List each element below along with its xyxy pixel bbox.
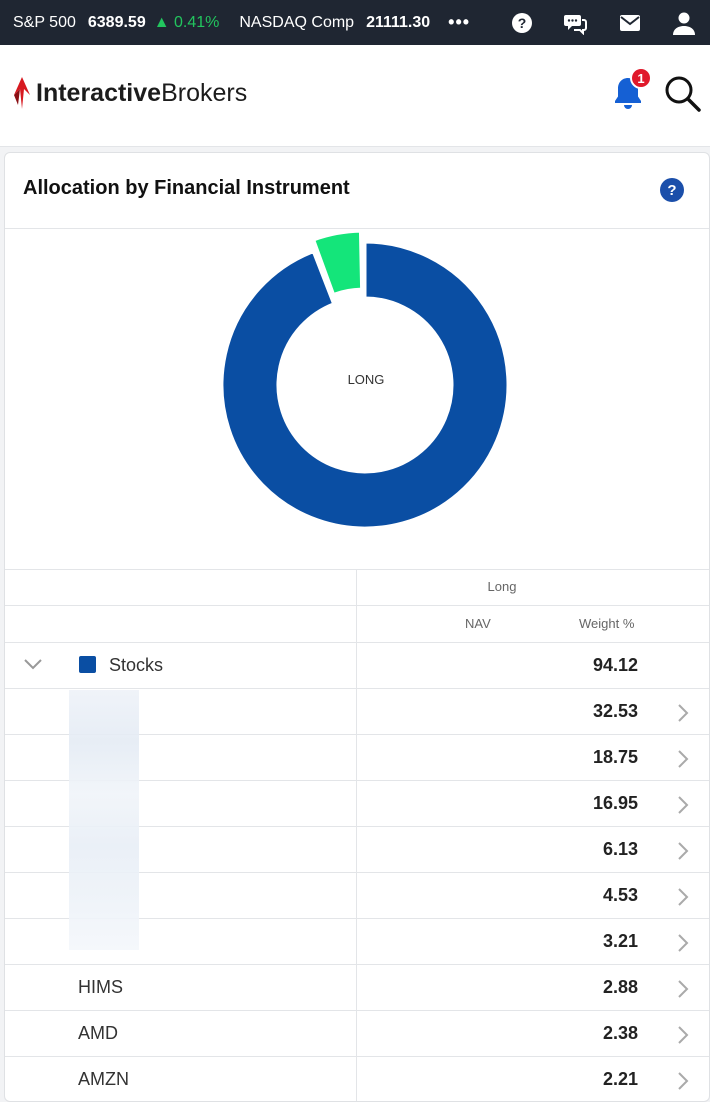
donut-slice-stocks[interactable] bbox=[220, 240, 510, 530]
stocks-group-row[interactable]: Stocks 94.12 bbox=[5, 643, 709, 689]
holding-weight: 32.53 bbox=[592, 701, 638, 721]
stocks-color-swatch bbox=[79, 656, 96, 673]
chevron-down-icon[interactable] bbox=[23, 657, 43, 671]
holding-weight: 6.13 bbox=[602, 839, 638, 859]
holding-row[interactable]: AMZN 2.21 bbox=[5, 1057, 709, 1101]
logo-flame-icon bbox=[14, 77, 30, 109]
column-divider bbox=[356, 827, 357, 872]
sp500-change: ▲ 0.41% bbox=[153, 13, 220, 31]
mail-icon[interactable] bbox=[618, 11, 642, 35]
column-divider bbox=[356, 606, 357, 642]
user-icon[interactable] bbox=[672, 11, 696, 35]
nav-column-header[interactable]: NAV bbox=[465, 616, 491, 631]
holding-weight: 18.75 bbox=[592, 747, 638, 767]
more-tickers-button[interactable]: ••• bbox=[448, 12, 471, 32]
holding-weight: 4.53 bbox=[602, 885, 638, 905]
column-divider bbox=[356, 689, 357, 734]
column-divider bbox=[356, 1057, 357, 1101]
holding-weight: 16.95 bbox=[592, 793, 638, 813]
redacted-ticker-names bbox=[69, 690, 139, 950]
sp500-value: 6389.59 bbox=[87, 13, 146, 31]
holding-row[interactable]: HIMS 2.88 bbox=[5, 965, 709, 1011]
holding-symbol: AMZN bbox=[78, 1069, 129, 1089]
allocation-donut-chart bbox=[220, 229, 510, 530]
chevron-right-icon[interactable] bbox=[677, 887, 689, 907]
long-column-header: Long bbox=[487, 579, 517, 594]
holding-row[interactable]: AMD 2.38 bbox=[5, 1011, 709, 1057]
logo-text-bold: Interactive bbox=[36, 78, 162, 107]
chevron-right-icon[interactable] bbox=[677, 1071, 689, 1091]
chevron-right-icon[interactable] bbox=[677, 749, 689, 769]
chevron-right-icon[interactable] bbox=[677, 979, 689, 999]
holding-weight: 3.21 bbox=[602, 931, 638, 951]
column-divider bbox=[356, 570, 357, 606]
column-divider bbox=[356, 643, 357, 688]
svg-text:?: ? bbox=[518, 15, 527, 31]
holding-symbol: AMD bbox=[78, 1023, 118, 1043]
column-divider bbox=[356, 873, 357, 918]
nasdaq-label: NASDAQ Comp bbox=[239, 13, 355, 31]
search-icon[interactable] bbox=[664, 75, 702, 113]
group-name: Stocks bbox=[109, 655, 164, 675]
app-header: Interactive Brokers 1 bbox=[0, 45, 710, 147]
chevron-right-icon[interactable] bbox=[677, 933, 689, 953]
holding-row[interactable]: 4.53 bbox=[5, 873, 709, 919]
notification-count-badge: 1 bbox=[630, 67, 652, 89]
logo-text-regular: Brokers bbox=[161, 78, 248, 107]
chevron-right-icon[interactable] bbox=[677, 795, 689, 815]
title-divider bbox=[5, 228, 709, 229]
donut-slice-other[interactable] bbox=[311, 229, 364, 297]
donut-center-label: LONG bbox=[347, 372, 385, 387]
holding-row[interactable]: 3.21 bbox=[5, 919, 709, 965]
holding-weight: 2.88 bbox=[602, 977, 638, 997]
holding-row[interactable]: 6.13 bbox=[5, 827, 709, 873]
help-icon[interactable]: ? bbox=[660, 178, 684, 202]
holding-row[interactable]: 32.53 bbox=[5, 689, 709, 735]
chat-icon[interactable] bbox=[563, 11, 587, 35]
weight-column-header[interactable]: Weight % bbox=[579, 616, 635, 631]
allocation-card: Allocation by Financial Instrument ? LON… bbox=[4, 152, 710, 1102]
holding-row[interactable]: 18.75 bbox=[5, 735, 709, 781]
column-divider bbox=[356, 965, 357, 1010]
help-circle-icon[interactable]: ? bbox=[510, 11, 534, 35]
group-weight: 94.12 bbox=[592, 655, 638, 675]
column-divider bbox=[356, 919, 357, 964]
chevron-right-icon[interactable] bbox=[677, 703, 689, 723]
interactive-brokers-logo[interactable]: Interactive Brokers bbox=[12, 75, 247, 111]
card-title: Allocation by Financial Instrument bbox=[23, 177, 350, 199]
column-divider bbox=[356, 781, 357, 826]
holding-symbol: HIMS bbox=[78, 977, 123, 997]
holding-weight: 2.21 bbox=[602, 1069, 638, 1089]
sp500-label: S&P 500 bbox=[13, 13, 76, 31]
nasdaq-value: 21111.30 bbox=[366, 13, 431, 31]
market-ticker-bar: S&P 500 6389.59 ▲ 0.41% NASDAQ Comp 2111… bbox=[0, 0, 710, 45]
table-column-header-row: NAV Weight % bbox=[5, 606, 709, 643]
column-divider bbox=[356, 735, 357, 780]
chevron-right-icon[interactable] bbox=[677, 841, 689, 861]
chevron-right-icon[interactable] bbox=[677, 1025, 689, 1045]
column-divider bbox=[356, 1011, 357, 1056]
holding-row[interactable]: 16.95 bbox=[5, 781, 709, 827]
holding-weight: 2.38 bbox=[602, 1023, 638, 1043]
table-group-header-row: Long bbox=[5, 569, 709, 606]
